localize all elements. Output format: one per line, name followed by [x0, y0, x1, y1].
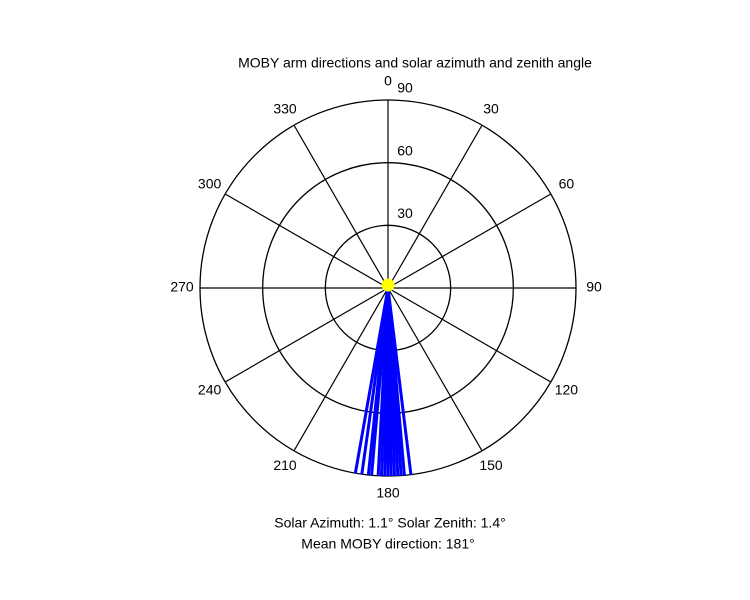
theta-tick-label: 270 [170, 279, 194, 295]
grid-spoke [293, 287, 389, 452]
theta-tick-label: 180 [376, 485, 400, 501]
sun-point [381, 278, 395, 292]
grid-spoke [293, 124, 389, 289]
grid-spoke [224, 193, 389, 289]
grid-spoke [387, 124, 483, 289]
r-tick-label: 30 [397, 205, 413, 221]
direction-line [353, 287, 390, 474]
grid-spoke [387, 287, 552, 383]
theta-tick-label: 300 [198, 176, 222, 192]
r-tick-label: 60 [397, 142, 413, 158]
chart-title: MOBY arm directions and solar azimuth an… [238, 55, 592, 71]
theta-tick-label: 0 [384, 73, 392, 89]
grid-spoke [224, 287, 389, 383]
theta-tick-label: 90 [586, 279, 602, 295]
theta-tick-label: 240 [198, 382, 222, 398]
theta-tick-label: 120 [555, 382, 579, 398]
grid-spoke [387, 287, 483, 452]
grid-spoke [387, 193, 552, 289]
r-tick-label: 90 [397, 80, 413, 96]
theta-tick-label: 150 [479, 457, 503, 473]
annotation: Mean MOBY direction: 181° [301, 536, 474, 552]
theta-tick-label: 60 [559, 176, 575, 192]
annotation: Solar Azimuth: 1.1° Solar Zenith: 1.4° [274, 515, 505, 531]
theta-tick-label: 330 [273, 100, 297, 116]
theta-tick-label: 210 [273, 457, 297, 473]
theta-tick-label: 30 [483, 100, 499, 116]
